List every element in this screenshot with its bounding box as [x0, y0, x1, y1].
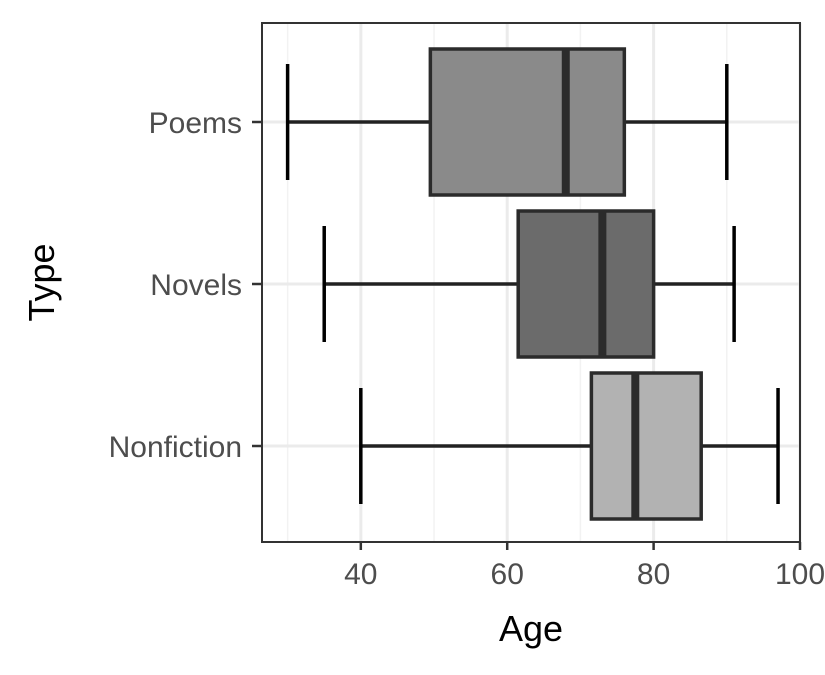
y-tick-label-poems: Poems — [149, 107, 242, 140]
iqr-box — [428, 47, 627, 197]
iqr-box — [589, 371, 703, 521]
y-axis: Poems Novels Nonfiction — [109, 107, 262, 464]
box-novels — [322, 209, 736, 359]
x-axis-title: Age — [499, 608, 563, 649]
y-tick-label-novels: Novels — [150, 269, 242, 302]
x-tick-label: 100 — [775, 558, 825, 591]
y-axis-title: Type — [21, 243, 62, 321]
x-axis: 40 60 80 100 — [344, 542, 825, 591]
box-plot-series — [285, 47, 780, 521]
box-nonfiction — [359, 371, 780, 521]
x-tick-label: 40 — [344, 558, 377, 591]
x-tick-label: 80 — [637, 558, 670, 591]
iqr-box — [516, 209, 656, 359]
plot-panel-border — [261, 22, 801, 543]
x-tick-label: 60 — [491, 558, 524, 591]
y-tick-label-nonfiction: Nonfiction — [109, 431, 242, 464]
box-poems — [285, 47, 729, 197]
